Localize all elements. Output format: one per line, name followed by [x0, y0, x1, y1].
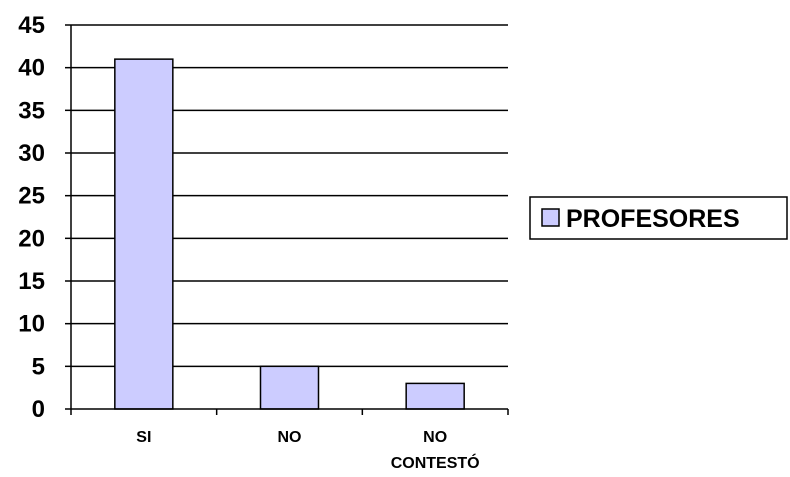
- y-tick-label: 35: [18, 97, 45, 124]
- x-tick-label: NO CONTESTÓ: [391, 429, 480, 472]
- y-tick-label: 20: [18, 225, 45, 252]
- y-tick-label: 10: [18, 311, 45, 338]
- y-tick-label: 5: [32, 353, 45, 380]
- x-axis-ticks: SI NO NO CONTESTÓ: [70, 409, 509, 472]
- legend-swatch-profesores: [541, 208, 560, 227]
- legend-box: [529, 196, 788, 240]
- y-tick-label: 30: [18, 140, 45, 167]
- y-tick-label: 0: [32, 396, 45, 423]
- x-tick-label: SI: [136, 429, 151, 446]
- y-axis-ticks: 0 5 10 15 20 25 30 35 40 45: [18, 12, 71, 423]
- legend-label-profesores: PROFESORES: [566, 205, 740, 233]
- axes: [70, 25, 508, 410]
- y-tick-label: 25: [18, 183, 45, 210]
- legend: PROFESORES: [529, 196, 788, 240]
- y-tick-label: 45: [18, 12, 45, 39]
- y-tick-label: 40: [18, 55, 45, 82]
- x-tick-label: NO: [278, 429, 302, 446]
- bars: [114, 58, 465, 410]
- bar-no-contestó: [405, 382, 465, 410]
- y-tick-label: 15: [18, 268, 45, 295]
- bar-si: [114, 58, 174, 410]
- bar-no: [259, 365, 320, 410]
